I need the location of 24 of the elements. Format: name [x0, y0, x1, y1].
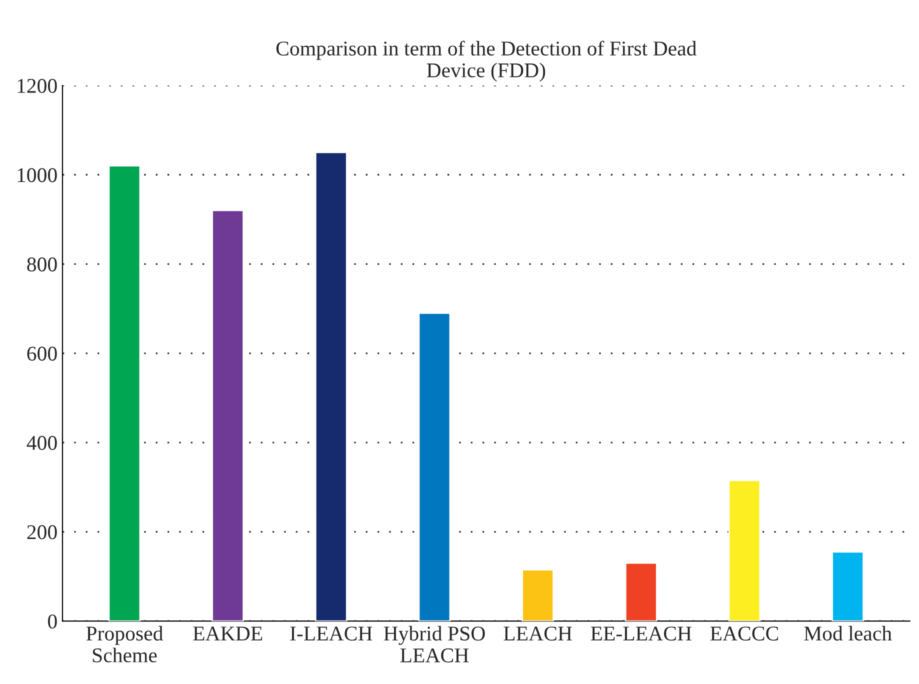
- x-tick-label: Hybrid PSO LEACH: [384, 626, 485, 662]
- y-tick-label: 1000: [18, 168, 57, 182]
- y-tick-label: 800: [27, 257, 57, 272]
- x-tick-label: EACCC: [710, 626, 778, 641]
- bar: [418, 312, 451, 622]
- y-tick-label: 600: [27, 346, 57, 361]
- y-tick-label: 200: [27, 525, 57, 540]
- x-tick-label: I-LEACH: [290, 626, 372, 641]
- x-tick-label: EAKDE: [193, 626, 262, 640]
- x-tick-label: EE-LEACH: [590, 626, 692, 641]
- y-tick-label: 400: [26, 436, 57, 450]
- x-tick-label: LEACH: [504, 626, 572, 641]
- chart-title: Comparison in term of the Detection of First Dead Device (FDD): [276, 40, 696, 82]
- bar: [832, 551, 864, 622]
- x-tick-label: Proposed Scheme: [86, 626, 164, 662]
- bar: [624, 562, 658, 622]
- y-tick-label: 0: [48, 614, 57, 629]
- y-tick-label: 1200: [18, 78, 57, 93]
- bar: [522, 569, 554, 622]
- x-tick-label: Mod leach: [804, 626, 892, 641]
- bar: [728, 480, 761, 622]
- bar: [314, 152, 348, 622]
- bar: [108, 165, 141, 622]
- bar: [212, 210, 244, 622]
